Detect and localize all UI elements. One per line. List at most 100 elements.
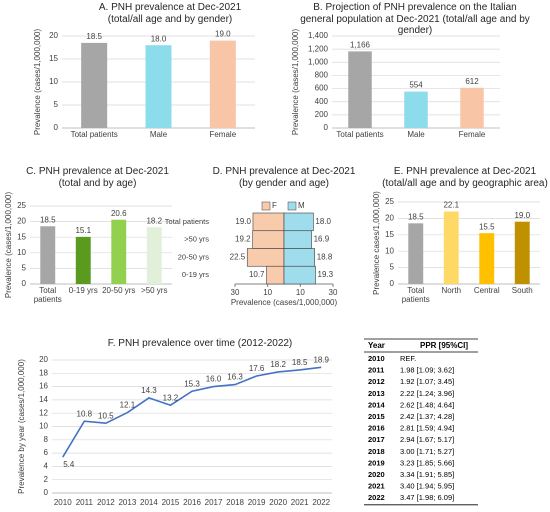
y-tick-label: 15 (49, 54, 58, 63)
x-tick-label: South (511, 287, 533, 295)
table-cell: 3.34 [1.91; 5.85] (400, 470, 454, 479)
chart-title-box: A. PNH prevalence at Dec-2021 (total/all… (99, 2, 241, 25)
x-tick-label: Total patients (70, 131, 118, 139)
x-tick-label: >50 yrs (141, 287, 168, 295)
table-cell: 2010 (368, 354, 385, 363)
value-label: 22.1 (443, 201, 459, 210)
table-cell: 1.98 [1.09; 3.62] (400, 366, 454, 375)
y-tick-label: 200 (315, 110, 329, 119)
bar (408, 223, 424, 284)
bar (146, 227, 162, 284)
legend-label: M (298, 201, 305, 210)
y-axis-label: Prevalence by year (cases/1,000,000) (17, 359, 26, 494)
table-header: PPR [95%CI] (420, 341, 468, 350)
x-tick-label: Female (458, 131, 486, 139)
x-tick-label: 2012 (97, 498, 115, 507)
value-label: 5.4 (63, 460, 75, 469)
chart-title-box: F. PNH prevalence over time (2012-2022) (108, 338, 293, 349)
table-cell: 2.42 [1.37; 4.28] (400, 412, 454, 421)
y-axis-label: Prevalence (cases/1,000,000) (291, 29, 300, 136)
x-tick-label: 2020 (269, 498, 287, 507)
value-label: 15.5 (479, 222, 495, 231)
x-tick-label: 2018 (226, 498, 244, 507)
x-tick-label: 0-19 yrs (68, 287, 98, 295)
bar (81, 42, 108, 128)
y-tick-label: 0 (324, 123, 329, 132)
y-tick-label: 400 (315, 97, 329, 106)
table-cell: 2019 (368, 458, 385, 467)
x-tick-label-box: South (511, 287, 533, 295)
x-tick-label: 2014 (140, 498, 158, 507)
value-label: 13.2 (163, 393, 179, 402)
x-tick-label: 2017 (205, 498, 223, 507)
bar (252, 230, 285, 249)
bar (252, 212, 285, 232)
x-tick-label-box: Total patients (336, 131, 383, 139)
x-tick-label: Total patients (33, 287, 62, 304)
x-tick-label-box: Total patients (70, 131, 118, 139)
x-tick-label: 2019 (248, 498, 266, 507)
value-label: 18.5 (408, 212, 424, 221)
value-label: 16.0 (206, 375, 222, 384)
bar (40, 226, 56, 284)
table-cell: REF. (400, 354, 416, 363)
chart-title-box: B. Projection of PNH prevalence on the I… (300, 2, 530, 36)
y-tick-label: 5 (390, 263, 395, 272)
value-label: 16.9 (314, 235, 330, 244)
y-tick-label: 25 (17, 201, 26, 210)
x-tick-label: 2021 (291, 498, 309, 507)
x-tick-label: 2011 (76, 498, 94, 507)
value-label: 10.5 (98, 411, 114, 420)
value-label: 19.0 (235, 217, 251, 226)
table-cell: 1.92 [1.07; 3.45] (400, 377, 454, 386)
bar (266, 265, 285, 285)
bar (111, 219, 127, 284)
y-tick-label: 1,000 (308, 57, 329, 66)
chart-title-box: C. PNH prevalence at Dec-2021 (total and… (26, 166, 169, 189)
y-tick-label: 800 (315, 71, 329, 80)
x-tick-label-box: Female (458, 131, 486, 139)
y-tick-label: 15 (385, 230, 394, 239)
y-tick-label: 8 (44, 435, 49, 444)
table-cell: 2012 (368, 377, 385, 386)
value-label: 1,166 (350, 40, 371, 49)
value-label: 19.2 (235, 235, 251, 244)
y-tick-label: 0 (390, 279, 395, 288)
table-cell: 2.62 [1.48; 4.64] (400, 400, 454, 409)
x-axis-label: Prevalence (cases/1,000,000) (231, 298, 338, 307)
x-tick-label: 2015 (162, 498, 180, 507)
bar (443, 211, 459, 284)
value-label: 19.3 (318, 270, 334, 279)
chart-title: B. Projection of PNH prevalence on the I… (300, 2, 530, 36)
x-tick-label-box: Central (474, 287, 500, 295)
value-label: 18.0 (315, 217, 331, 226)
table-cell: 2011 (368, 366, 384, 375)
chart-title: E. PNH prevalence at Dec-2021 (total/all… (382, 166, 548, 189)
x-tick-label-box: Total patients (402, 287, 430, 304)
table-cell: 2015 (368, 412, 385, 421)
y-tick-label: 20 (49, 31, 58, 40)
y-axis-label: Prevalence (cases/1,000,000) (4, 192, 13, 299)
bar (283, 230, 312, 249)
line (62, 366, 322, 458)
y-tick-label: 20 (17, 217, 26, 226)
y-tick-label: 20 (39, 355, 48, 364)
bar (514, 221, 530, 284)
table-cell: 2022 (368, 493, 385, 502)
value-label: 19.0 (215, 30, 231, 39)
value-label: 20.6 (111, 209, 127, 218)
y-tick-label: 20-50 yrs (178, 252, 210, 261)
bar (283, 265, 316, 285)
bar (460, 87, 484, 128)
table-cell: 3.23 [1.85; 5.66] (400, 458, 454, 467)
bar (75, 236, 91, 284)
table-cell: 2.94 [1.67; 5.17] (400, 435, 454, 444)
table-cell: 2018 (368, 447, 385, 456)
value-label: 554 (409, 81, 423, 90)
y-tick-label: >50 yrs (184, 235, 209, 244)
x-tick-label-box: Female (209, 131, 236, 139)
x-tick-label: 30 (231, 288, 240, 297)
value-label: 18.5 (292, 358, 308, 367)
